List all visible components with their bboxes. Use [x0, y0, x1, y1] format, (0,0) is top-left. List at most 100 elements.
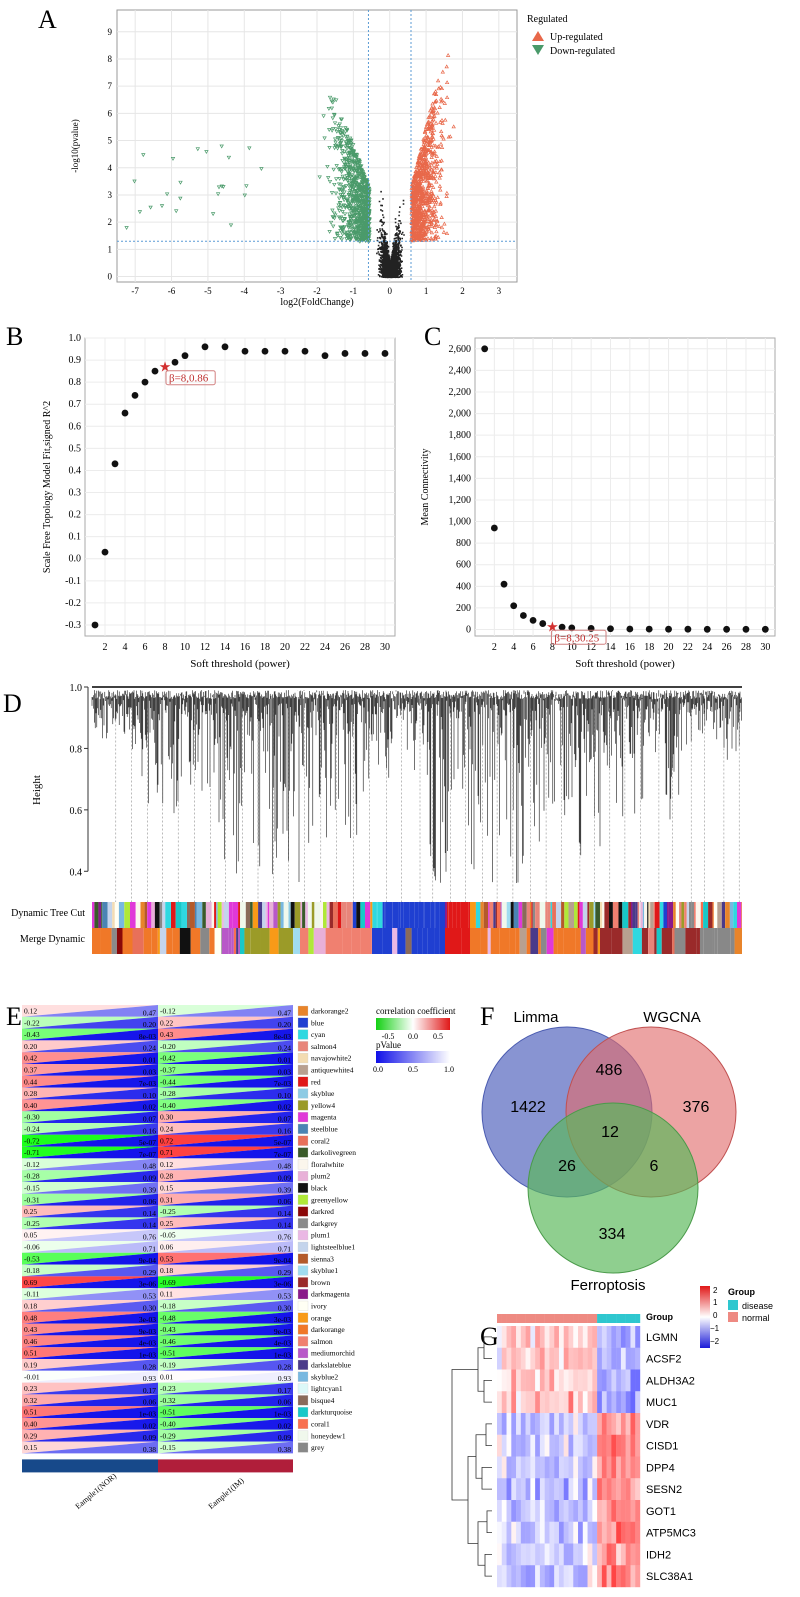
corr-value: 0.69: [24, 1278, 37, 1287]
module-swatch: [297, 1053, 309, 1064]
module-color-cell: [741, 902, 742, 928]
expression-cell: [535, 1478, 541, 1501]
expression-cell: [554, 1369, 560, 1392]
module-color-cell: [464, 902, 468, 928]
scale-tick: 0: [713, 1311, 718, 1320]
p-value: 0.06: [143, 1398, 156, 1407]
module-color-cell: [501, 902, 507, 928]
group-annotation-cell: [497, 1314, 502, 1323]
p-value: 0.48: [143, 1162, 156, 1171]
corr-value: -0.42: [160, 1054, 176, 1063]
p-value: 0.16: [278, 1126, 291, 1135]
data-point: [221, 343, 229, 351]
corr-value: 0.72: [160, 1136, 173, 1145]
p-value: 0.39: [278, 1185, 291, 1194]
expression-cell: [554, 1456, 560, 1479]
expression-cell: [506, 1456, 512, 1479]
expression-cell: [568, 1347, 574, 1370]
corr-cell: [158, 1252, 293, 1265]
module-color-cell: [288, 902, 291, 928]
expression-cell: [544, 1434, 550, 1457]
merged-color-cell: [308, 928, 314, 954]
module-swatch: [297, 1348, 309, 1359]
expression-cell: [587, 1434, 593, 1457]
pvalue-cell: [158, 1323, 293, 1336]
connectivity-ylabel: Mean Connectivity: [420, 449, 431, 526]
scale-tick: −1: [710, 1324, 720, 1333]
p-value: 0.20: [278, 1020, 291, 1029]
expression-cell: [539, 1369, 545, 1392]
p-value: 0.01: [143, 1056, 156, 1065]
expression-cell: [525, 1565, 531, 1588]
expression-cell: [501, 1326, 507, 1348]
merged-color-cell: [92, 928, 101, 954]
merged-color-cell: [351, 928, 361, 954]
expression-cell: [620, 1565, 626, 1588]
module-swatch: [297, 1430, 309, 1441]
expression-cell: [573, 1434, 579, 1457]
merged-color-cell: [151, 928, 158, 954]
corr-value: -0.40: [160, 1101, 176, 1110]
module-label: darkolivegreen: [311, 1148, 356, 1157]
merged-color-cell: [386, 928, 393, 954]
merged-color-cell: [260, 928, 270, 954]
module-color-cell: [513, 902, 519, 928]
merged-color-cell: [717, 928, 723, 954]
merged-color-cell: [467, 928, 470, 954]
module-color-cell: [531, 902, 533, 928]
y-tick-label: 3: [108, 190, 113, 200]
expression-cell: [597, 1565, 603, 1588]
module-color-cell: [717, 902, 722, 928]
expression-cell: [549, 1369, 555, 1392]
p-tick: 0.0: [373, 1065, 383, 1074]
group-annotation-cell: [625, 1314, 631, 1323]
expression-cell: [568, 1500, 574, 1522]
expression-cell: [511, 1565, 517, 1588]
corr-value: 0.12: [24, 1007, 37, 1016]
corr-cell: [158, 1311, 293, 1324]
module-color-cell: [708, 902, 713, 928]
expression-cell: [535, 1347, 541, 1370]
expression-cell: [616, 1413, 622, 1435]
module-color-cell: [154, 902, 160, 928]
module-swatch: [297, 1312, 309, 1323]
expression-cell: [530, 1413, 536, 1435]
p-value: 0.14: [278, 1209, 291, 1218]
module-color-cell: [140, 902, 145, 928]
expression-cell: [568, 1565, 574, 1588]
expression-cell: [592, 1326, 598, 1348]
corr-value: 0.28: [24, 1089, 37, 1098]
module-color-cell: [695, 902, 701, 928]
expression-cell: [497, 1347, 502, 1370]
corr-value: 0.40: [24, 1420, 37, 1429]
corr-cell: [158, 1005, 293, 1017]
module-color-cell: [171, 902, 176, 928]
expression-cell: [606, 1456, 612, 1479]
x-tick-label: 3: [497, 286, 502, 296]
expression-cell: [544, 1347, 550, 1370]
merged-color-cell: [480, 928, 488, 954]
expression-cell: [563, 1347, 569, 1370]
expression-cell: [506, 1478, 512, 1501]
module-color-cell: [107, 902, 113, 928]
merged-color-cell: [509, 928, 516, 954]
module-swatch: [297, 1418, 309, 1429]
expression-cell: [563, 1543, 569, 1566]
module-label: lightsteelblue1: [311, 1243, 355, 1252]
expression-cell: [601, 1369, 607, 1392]
expression-cell: [578, 1434, 583, 1457]
x-tick-label: 12: [586, 642, 596, 653]
module-color-cell: [729, 902, 734, 928]
module-trait-heatmap: 0.12 0.47 -0.12 0.47 darkorange2 -0.22 0.20 0.2…: [22, 1005, 456, 1511]
data-point: [381, 350, 389, 357]
expression-cell: [582, 1565, 588, 1588]
module-color-cell: [452, 902, 457, 928]
gene-label: ACSF2: [646, 1354, 681, 1366]
p-value: 4e-03: [139, 1339, 156, 1348]
module-color-cell: [98, 902, 102, 928]
expression-cell: [549, 1521, 555, 1544]
merged-color-cell: [250, 928, 261, 954]
corr-value: -0.28: [24, 1172, 40, 1181]
corr-value: -0.46: [160, 1337, 176, 1346]
merged-color-cell: [490, 928, 500, 954]
